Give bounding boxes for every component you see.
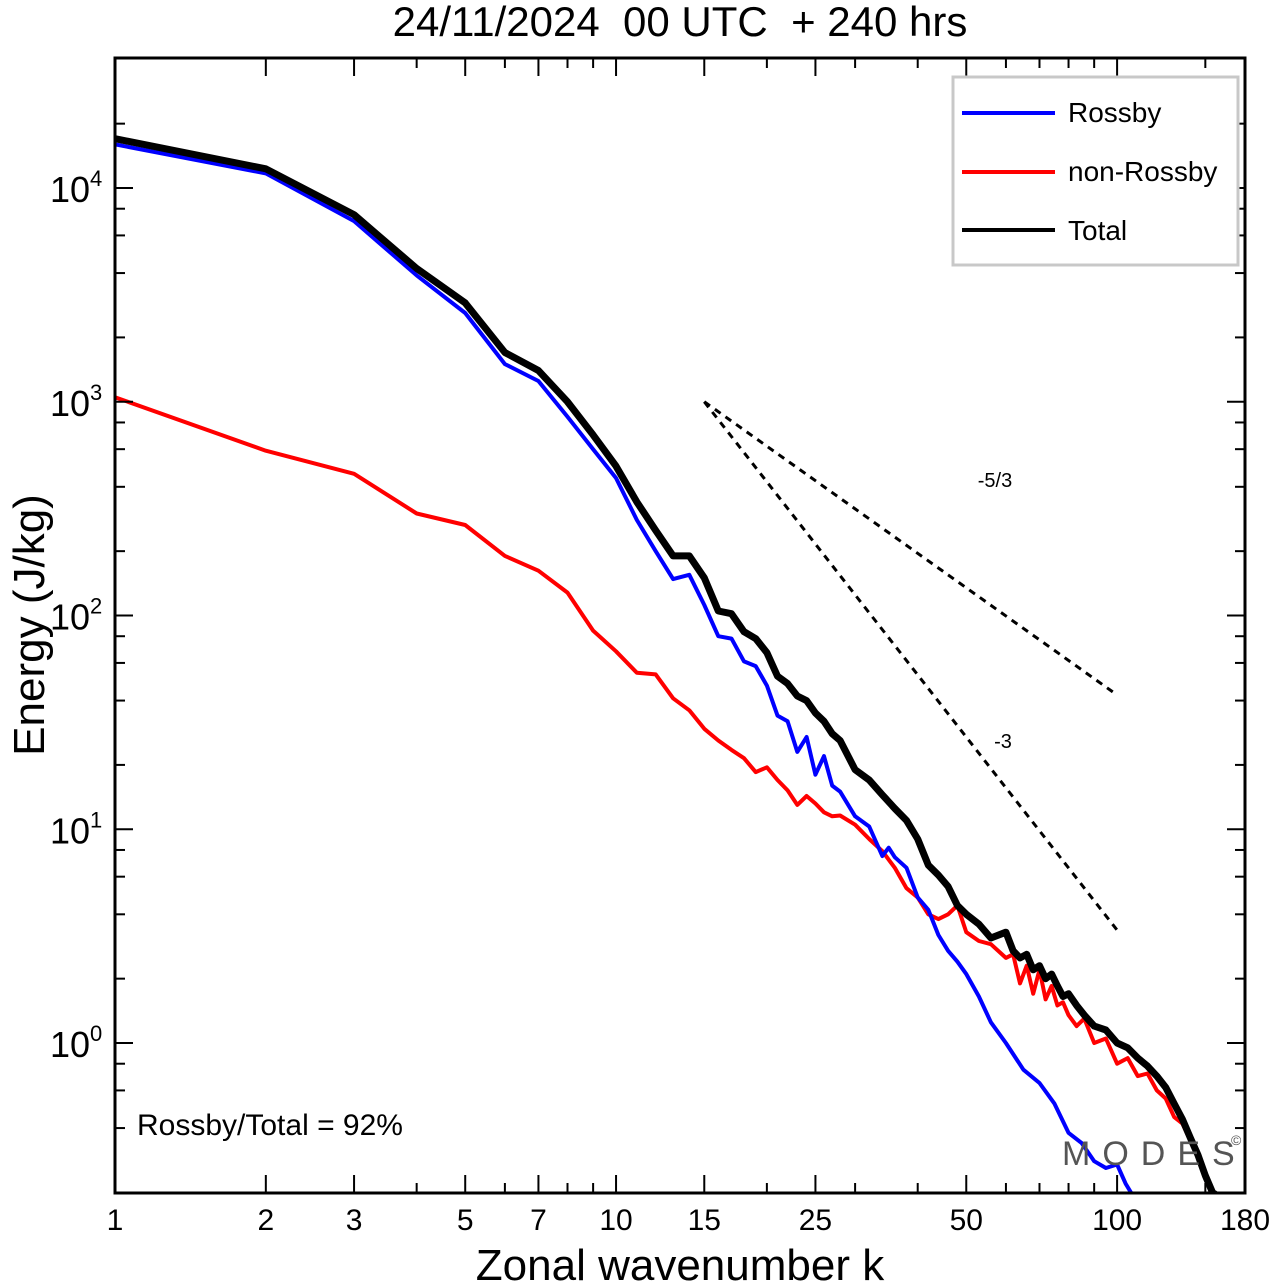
series-line-non-rossby <box>115 395 1214 1193</box>
y-tick-label: 104 <box>50 166 102 210</box>
legend-label-non-rossby: non-Rossby <box>1068 156 1217 187</box>
reference-label-slope-3: -3 <box>994 731 1012 753</box>
legend-label-total: Total <box>1068 215 1127 246</box>
reference-line-slope-5-3 <box>703 400 1118 697</box>
legend: Rossby non-Rossby Total <box>951 75 1240 267</box>
x-axis-label: Zonal wavenumber k <box>476 1241 885 1288</box>
x-tick-label: 25 <box>799 1204 832 1237</box>
x-tick-label: 100 <box>1092 1204 1142 1237</box>
series-lines <box>115 135 1220 1193</box>
x-tick-label: 2 <box>257 1204 274 1237</box>
x-tick-label: 10 <box>599 1204 632 1237</box>
reference-label-slope-5-3: -5/3 <box>978 470 1012 492</box>
y-axis-label: Energy (J/kg) <box>5 494 54 756</box>
x-tick-label: 15 <box>688 1204 721 1237</box>
x-tick-label: 180 <box>1220 1204 1270 1237</box>
x-tick-label: 3 <box>346 1204 363 1237</box>
copyright-mark: © <box>1231 1132 1242 1148</box>
y-tick-label: 103 <box>50 380 102 424</box>
x-tick-label: 7 <box>530 1204 547 1237</box>
chart-title: 24/11/2024 00 UTC + 240 hrs <box>393 0 968 45</box>
reference-slope-lines: -5/3 -3 <box>703 400 1119 932</box>
x-tick-label: 1 <box>107 1204 124 1237</box>
x-tick-label: 50 <box>950 1204 983 1237</box>
y-tick-label: 100 <box>50 1021 102 1065</box>
plot-frame <box>113 56 1247 1195</box>
reference-line-slope-3 <box>703 400 1119 932</box>
series-line-total <box>115 135 1220 1193</box>
ratio-annotation: Rossby/Total = 92% <box>137 1109 403 1142</box>
y-axis-ticks: 104 103 102 101 100 <box>50 122 1245 1130</box>
legend-label-rossby: Rossby <box>1068 97 1161 128</box>
y-tick-label: 102 <box>50 594 102 638</box>
x-axis-ticks: 1 2 3 5 7 10 15 25 50 100 180 <box>107 58 1270 1237</box>
x-tick-label: 5 <box>457 1204 474 1237</box>
series-line-rossby <box>115 142 1134 1193</box>
y-tick-label: 101 <box>50 807 102 851</box>
modes-watermark: MODES <box>1062 1135 1247 1173</box>
